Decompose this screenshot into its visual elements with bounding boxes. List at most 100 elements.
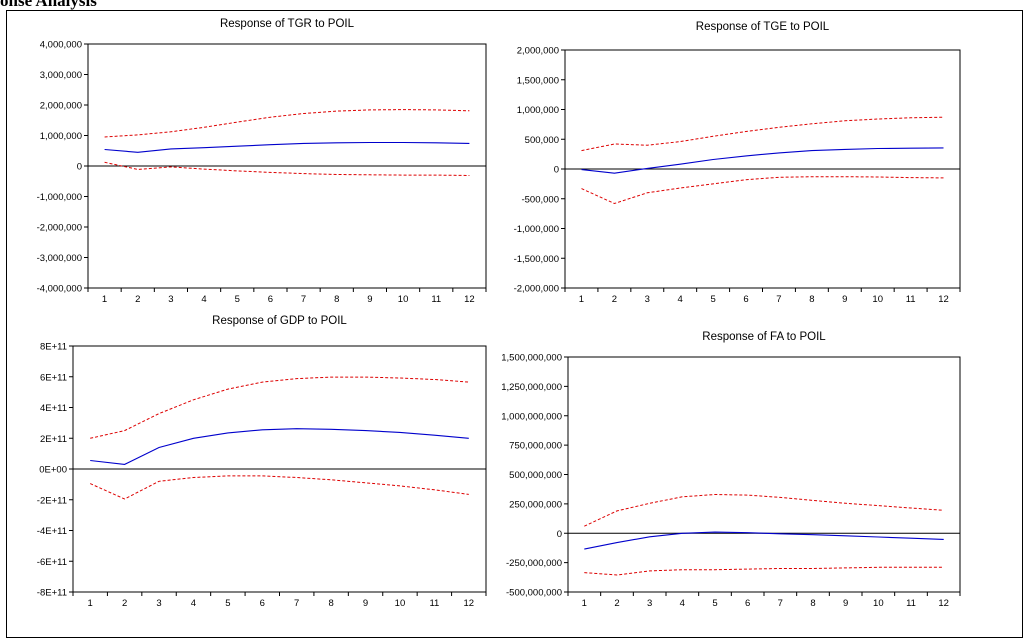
x-tick-label: 8 [328,598,333,609]
y-tick-label: 8E+11 [40,342,67,353]
chart-title: Response of TGR to POIL [220,18,355,30]
x-tick-label: 1 [579,294,584,305]
x-tick-label: 3 [647,598,652,609]
y-tick-label: 1,250,000,000 [501,382,562,393]
y-tick-label: 1,000,000 [517,105,559,116]
x-tick-label: 10 [398,294,409,305]
y-tick-label: 1,000,000,000 [501,411,562,422]
x-tick-label: 1 [582,598,587,609]
impulse-response-line [581,147,944,174]
x-tick-label: 3 [168,294,173,305]
impulse-response-line [584,531,944,550]
x-tick-label: 9 [363,598,368,609]
y-tick-label: 3,000,000 [40,70,82,81]
lower-confidence-band [581,176,944,205]
x-tick-label: 4 [191,598,196,609]
page-heading: onse Analysis [0,0,97,10]
y-tick-label: 1,500,000 [517,75,559,86]
figure-frame [6,10,1023,638]
y-tick-label: 1,500,000,000 [501,353,562,364]
x-tick-label: 12 [464,294,475,305]
chart-panel-4: Response of FA to POIL -500,000,000 -250,0… [501,331,961,609]
lower-confidence-band [104,161,470,176]
x-tick-label: 2 [614,598,619,609]
y-tick-label: -2,000,000 [514,284,559,295]
x-tick-label: 4 [201,294,206,305]
x-tick-label: 8 [810,598,815,609]
y-tick-label: 2E+11 [40,434,67,445]
y-tick-label: 500,000 [525,135,559,146]
x-tick-label: 10 [873,598,884,609]
y-tick-label: 1,000,000 [40,131,82,142]
x-tick-label: 3 [156,598,161,609]
x-tick-label: 5 [712,598,717,609]
y-tick-label: -250,000,000 [506,558,562,569]
y-tick-label: 2,000,000 [517,46,559,57]
x-tick-label: 9 [843,598,848,609]
x-tick-label: 7 [301,294,306,305]
y-tick-label: 0 [554,165,559,176]
lower-confidence-band [89,475,469,500]
x-tick-label: 11 [906,598,916,609]
x-tick-label: 1 [102,294,107,305]
y-tick-label: -1,000,000 [37,192,82,203]
x-tick-label: 2 [122,598,127,609]
upper-confidence-band [584,493,944,527]
y-tick-label: 4E+11 [40,403,67,414]
y-tick-label: 0 [557,529,562,540]
y-tick-label: -2,000,000 [37,223,82,234]
y-tick-label: -1,000,000 [514,224,559,235]
upper-confidence-band [90,376,469,439]
x-tick-label: 9 [842,294,847,305]
plot-area [567,356,961,593]
x-tick-label: 2 [135,294,140,305]
y-tick-label: -500,000 [521,194,559,205]
impulse-response-line [104,141,470,153]
x-tick-label: 7 [776,294,781,305]
chart-title: Response of TGE to POIL [696,21,830,33]
x-tick-label: 5 [710,294,715,305]
x-tick-label: 8 [809,294,814,305]
y-tick-label: 750,000,000 [509,441,562,452]
upper-confidence-band [104,109,470,138]
x-tick-label: 11 [431,294,441,305]
y-tick-label: 2,000,000 [40,101,82,112]
chart-panel-2: Response of TGE to POIL -2,000,000 -1,500,… [514,21,961,305]
x-tick-label: 6 [268,294,273,305]
impulse-response-line [90,428,469,465]
x-tick-label: 2 [612,294,617,305]
x-tick-label: 3 [645,294,650,305]
x-tick-label: 9 [367,294,372,305]
x-tick-label: 6 [745,598,750,609]
chart-panel-1: Response of TGR to POIL -4,000,000 -3,000,… [37,18,487,305]
x-tick-label: 6 [743,294,748,305]
chart-title: Response of FA to POIL [702,331,826,343]
y-tick-label: 500,000,000 [509,470,562,481]
x-tick-label: 7 [778,598,783,609]
y-tick-label: -8E+11 [37,588,67,599]
y-tick-label: -2E+11 [37,495,67,506]
x-tick-label: 11 [429,598,439,609]
y-tick-label: -6E+11 [37,557,67,568]
x-tick-label: 12 [938,598,949,609]
y-tick-label: 0E+00 [39,465,67,476]
upper-confidence-band [581,116,944,152]
chart-title: Response of GDP to POIL [212,315,347,327]
x-tick-label: 6 [260,598,265,609]
y-tick-label: 0 [77,162,82,173]
x-tick-label: 4 [680,598,685,609]
y-tick-label: -4,000,000 [37,284,82,295]
x-tick-label: 12 [938,294,949,305]
x-tick-label: 4 [678,294,683,305]
x-tick-label: 7 [294,598,299,609]
y-tick-label: 4,000,000 [40,40,82,51]
x-tick-label: 12 [464,598,475,609]
y-tick-label: -500,000,000 [506,588,562,599]
y-tick-label: -4E+11 [37,526,67,537]
x-tick-label: 10 [395,598,406,609]
x-tick-label: 1 [88,598,93,609]
y-tick-label: -3,000,000 [37,253,82,264]
y-tick-label: -1,500,000 [514,254,559,265]
lower-confidence-band [584,566,944,576]
